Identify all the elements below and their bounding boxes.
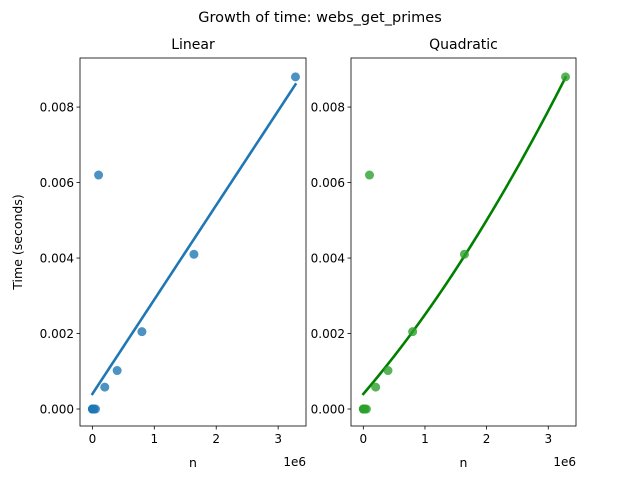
data-point <box>408 327 418 337</box>
x-offset-label: 1e6 <box>553 455 576 469</box>
y-tick-label: 0.000 <box>311 402 345 416</box>
data-point <box>94 170 104 180</box>
data-point <box>561 72 571 82</box>
axes-frame <box>350 57 577 427</box>
panel-title: Linear <box>171 37 215 53</box>
y-tick-label: 0.004 <box>40 251 74 265</box>
figure-title: Growth of time: webs_get_primes <box>198 10 442 26</box>
x-axis-label: n <box>460 455 468 470</box>
y-tick-label: 0.002 <box>311 327 345 341</box>
data-point <box>371 382 381 392</box>
x-tick-label: 0 <box>360 432 368 446</box>
x-tick-label: 2 <box>212 432 220 446</box>
y-tick-label: 0.006 <box>40 176 74 190</box>
y-tick-label: 0.008 <box>40 100 74 114</box>
axes-frame <box>79 57 307 427</box>
x-tick-label: 3 <box>544 432 552 446</box>
x-tick-label: 1 <box>421 432 429 446</box>
x-offset-label: 1e6 <box>283 455 306 469</box>
y-tick-label: 0.002 <box>40 327 74 341</box>
y-tick-label: 0.004 <box>311 251 345 265</box>
y-tick-label: 0.008 <box>311 100 345 114</box>
linear-panel: Linear 0 1 2 3 0.000 0.002 0.004 0.006 0.008 n 1e6 T… <box>10 37 307 470</box>
x-tick-label: 3 <box>274 432 282 446</box>
y-axis-label: Time (seconds) <box>10 194 25 290</box>
fit-line <box>361 75 568 396</box>
data-point <box>361 404 371 414</box>
x-axis-label: n <box>189 455 197 470</box>
data-point <box>290 72 300 82</box>
quadratic-panel: Quadratic 0 1 2 3 0.000 0.002 0.004 0.006 0.008 n 1… <box>311 37 577 470</box>
data-point <box>100 382 110 392</box>
panel-title: Quadratic <box>429 37 498 53</box>
x-tick-label: 1 <box>150 432 158 446</box>
y-tick-label: 0.006 <box>311 176 345 190</box>
y-tick-label: 0.000 <box>40 402 74 416</box>
data-point <box>90 404 100 414</box>
x-tick-label: 0 <box>89 432 97 446</box>
data-point <box>112 366 122 376</box>
fit-line <box>90 82 298 396</box>
data-point <box>364 170 374 180</box>
data-point <box>383 366 393 376</box>
data-point <box>459 249 469 259</box>
data-point <box>189 249 199 259</box>
data-point <box>137 327 147 337</box>
x-tick-label: 2 <box>483 432 491 446</box>
